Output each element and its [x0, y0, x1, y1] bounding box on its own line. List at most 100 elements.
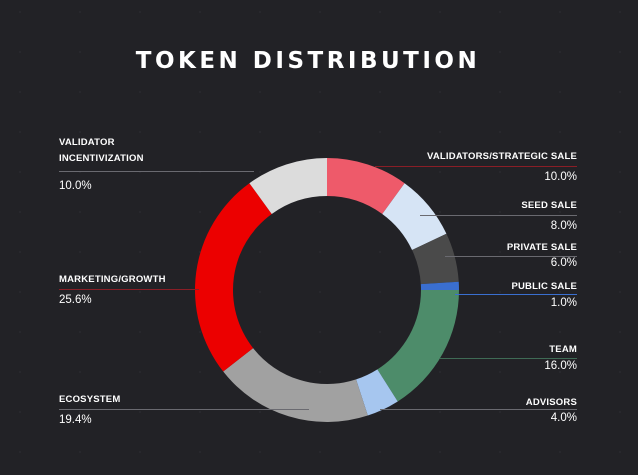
background-dot [199, 11, 201, 13]
rule-validators-strategic-sale [375, 166, 577, 167]
label-validator-incentivization-line1: VALIDATOR [59, 137, 115, 148]
background-dot [619, 211, 621, 213]
background-dot [559, 331, 561, 333]
label-seed-sale: SEED SALE [521, 200, 577, 211]
rule-team [440, 358, 577, 359]
background-dot [199, 211, 201, 213]
background-dot [79, 451, 81, 453]
background-dot [499, 251, 501, 253]
label-validator-incentivization-line2: INCENTIVIZATION [59, 153, 144, 164]
background-dot [499, 51, 501, 53]
label-ecosystem: ECOSYSTEM [59, 394, 121, 405]
background-dot [379, 251, 381, 253]
background-dot [559, 291, 561, 293]
background-dot [139, 291, 141, 293]
background-dot [559, 411, 561, 413]
background-dot [439, 371, 441, 373]
background-dot [619, 291, 621, 293]
background-dot [559, 451, 561, 453]
background-dot [19, 331, 21, 333]
background-dot [559, 171, 561, 173]
background-dot [499, 131, 501, 133]
background-dot [499, 211, 501, 213]
background-dot [199, 251, 201, 253]
value-seed-sale: 8.0% [550, 220, 577, 232]
background-dot [379, 331, 381, 333]
background-dot [79, 91, 81, 93]
background-dot [439, 171, 441, 173]
background-dot [379, 91, 381, 93]
background-dot [619, 451, 621, 453]
background-dot [619, 371, 621, 373]
background-dot [559, 51, 561, 53]
background-dot [499, 11, 501, 13]
background-dot [439, 91, 441, 93]
background-dot [139, 451, 141, 453]
donut-slice-validator-incentivization [249, 158, 327, 214]
background-dot [19, 171, 21, 173]
background-dot [79, 371, 81, 373]
background-dot [19, 211, 21, 213]
label-marketing-growth: MARKETING/GROWTH [59, 274, 166, 285]
background-dot [259, 411, 261, 413]
background-dot [319, 51, 321, 53]
background-dot [619, 51, 621, 53]
background-dot [199, 451, 201, 453]
background-dot [379, 51, 381, 53]
background-dot [439, 451, 441, 453]
background-dot [439, 11, 441, 13]
value-marketing-growth: 25.6% [59, 294, 92, 306]
background-dot [19, 251, 21, 253]
label-team: TEAM [549, 344, 577, 355]
background-dot [499, 371, 501, 373]
background-dot [619, 331, 621, 333]
background-dot [439, 131, 441, 133]
background-dot [319, 251, 321, 253]
background-dot [139, 251, 141, 253]
background-dot [619, 411, 621, 413]
background-dot [79, 291, 81, 293]
background-dot [259, 51, 261, 53]
background-dot [199, 371, 201, 373]
background-dot [259, 91, 261, 93]
background-dot [499, 331, 501, 333]
background-dot [139, 91, 141, 93]
chart-title: TOKEN DISTRIBUTION [135, 48, 481, 74]
background-dot [559, 91, 561, 93]
donut-slice-public-sale [420, 281, 459, 290]
background-dot [619, 251, 621, 253]
background-dot [499, 291, 501, 293]
background-dot [199, 51, 201, 53]
donut-slice-seed-sale [382, 183, 447, 250]
background-dot [19, 11, 21, 13]
background-dot [199, 131, 201, 133]
background-dot [499, 91, 501, 93]
background-dot [499, 171, 501, 173]
background-dot [319, 11, 321, 13]
background-dot [439, 411, 441, 413]
background-dot [79, 11, 81, 13]
label-advisors: ADVISORS [525, 397, 577, 408]
background-dot [19, 411, 21, 413]
background-dot [259, 251, 261, 253]
background-dot [619, 91, 621, 93]
background-dot [559, 251, 561, 253]
donut-slice-advisors [356, 369, 398, 416]
background-dot [79, 131, 81, 133]
background-dot [619, 131, 621, 133]
donut-slice-private-sale [412, 233, 459, 285]
background-dot [139, 11, 141, 13]
donut-slice-validators-strategic-sale [327, 158, 405, 214]
background-dot [559, 371, 561, 373]
rule-validator-incentivization [59, 171, 254, 172]
background-dot [379, 131, 381, 133]
background-dot [139, 371, 141, 373]
background-dot [499, 451, 501, 453]
rule-private-sale [445, 256, 577, 257]
background-dot [319, 451, 321, 453]
value-validators-strategic-sale: 10.0% [544, 171, 577, 183]
value-private-sale: 6.0% [550, 257, 577, 269]
background-dot [619, 171, 621, 173]
background-dot [319, 211, 321, 213]
